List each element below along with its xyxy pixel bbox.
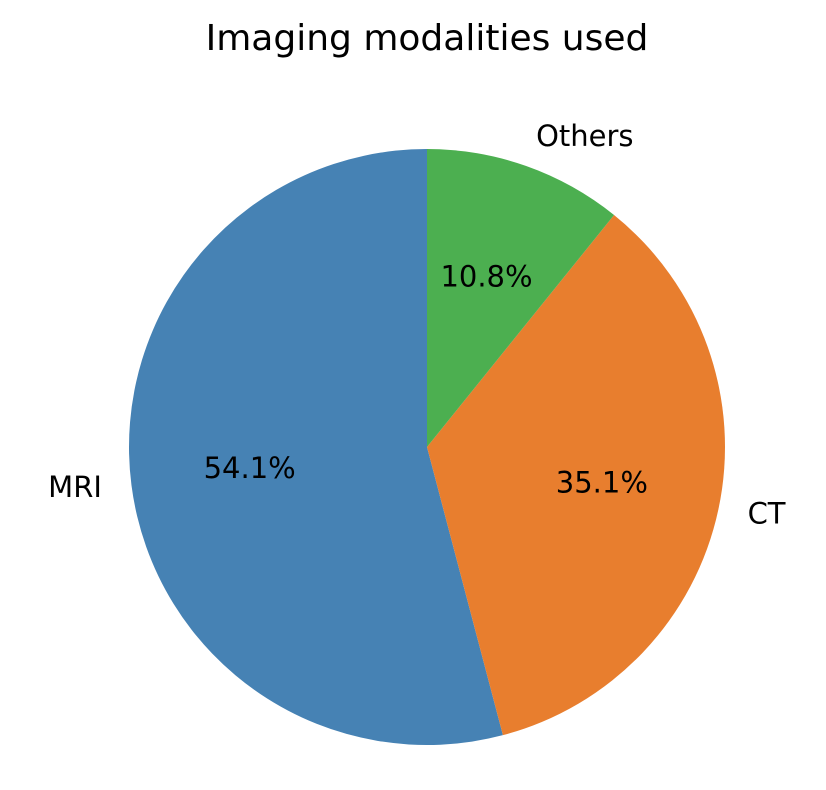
pie-slice: [128, 149, 503, 746]
percent-label: 54.1%: [204, 451, 296, 485]
chart-title: Imaging modalities used: [206, 18, 649, 59]
slice-label: MRI: [48, 470, 102, 504]
percent-label: 35.1%: [556, 465, 648, 499]
slice-label: CT: [748, 496, 786, 530]
slice-label: Others: [536, 119, 633, 153]
pie-slice: [427, 215, 725, 736]
pie-slice: [427, 149, 615, 447]
percent-label: 10.8%: [440, 259, 532, 293]
